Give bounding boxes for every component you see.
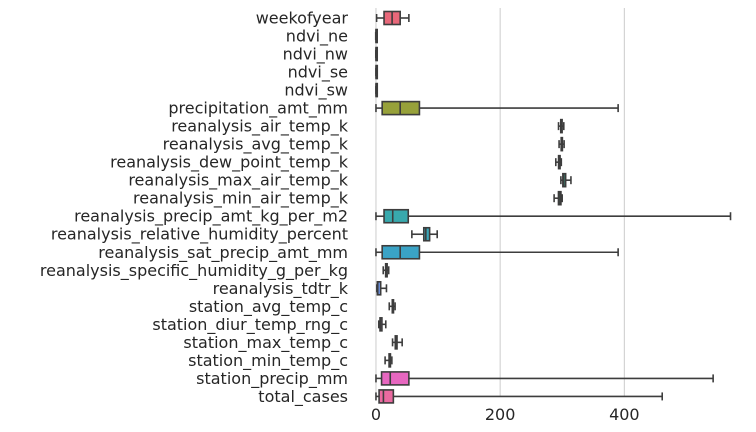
iqr-box <box>422 226 431 242</box>
box-reanalysis-min-air-temp-k <box>553 190 563 206</box>
box-station-avg-temp-c <box>388 299 396 314</box>
category-label: reanalysis_tdtr_k <box>213 279 349 299</box>
category-label: station_max_temp_c <box>183 333 348 353</box>
box-reanalysis-sat-precip-amt-mm <box>375 244 619 260</box>
box-precipitation-amt-mm <box>375 100 619 116</box>
box-ndvi-sw <box>375 82 379 98</box>
category-label: total_cases <box>258 387 348 407</box>
category-label: ndvi_ne <box>286 27 348 47</box>
box-layer <box>374 10 732 404</box>
category-label: weekofyear <box>256 9 349 28</box>
category-label: reanalysis_dew_point_temp_k <box>110 153 349 173</box>
category-label: ndvi_se <box>288 63 348 83</box>
x-tick-label: 0 <box>371 405 381 424</box>
iqr-box <box>378 389 395 404</box>
box-reanalysis-precip-amt-kg-per-m2 <box>375 208 732 224</box>
box-reanalysis-dew-point-temp-k <box>554 154 563 170</box>
box-station-min-temp-c <box>384 353 393 368</box>
category-label: station_avg_temp_c <box>189 297 348 317</box>
box-reanalysis-tdtr-k <box>376 280 388 296</box>
grid-layer <box>375 8 625 396</box>
category-label: ndvi_nw <box>283 45 348 65</box>
category-label: reanalysis_avg_temp_k <box>163 135 349 155</box>
box-reanalysis-relative-humidity-percent <box>411 226 438 242</box>
category-label: reanalysis_sat_precip_amt_mm <box>98 243 348 263</box>
x-tick-label: 400 <box>609 405 640 424</box>
box-ndvi-nw <box>374 46 379 62</box>
box-total-cases <box>375 389 664 404</box>
category-label: reanalysis_relative_humidity_percent <box>51 225 348 245</box>
category-label: reanalysis_min_air_temp_k <box>133 189 349 209</box>
category-label: reanalysis_specific_humidity_g_per_kg <box>40 261 348 281</box>
category-label: station_precip_mm <box>196 369 348 389</box>
box-reanalysis-specific-humidity-g-per-kg <box>382 262 390 278</box>
box-reanalysis-avg-temp-k <box>558 136 565 152</box>
x-tick-label: 200 <box>485 405 516 424</box>
category-label: reanalysis_air_temp_k <box>171 117 349 137</box>
box-weekofyear <box>375 10 410 26</box>
category-label: station_diur_temp_rng_c <box>152 315 348 335</box>
category-label: precipitation_amt_mm <box>168 99 348 119</box>
box-reanalysis-air-temp-k <box>557 118 565 134</box>
category-label: ndvi_sw <box>284 81 348 101</box>
x-tick-labels: 0 200 400 <box>371 405 640 424</box>
category-label: reanalysis_precip_amt_kg_per_m2 <box>74 207 348 227</box>
category-labels: weekofyearndvi_nendvi_nwndvi_sendvi_swpr… <box>40 9 349 407</box>
box-station-diur-temp-rng-c <box>377 317 387 332</box>
category-label: station_min_temp_c <box>188 351 348 371</box>
category-label: reanalysis_max_air_temp_k <box>128 171 348 191</box>
box-ndvi-ne <box>374 28 378 44</box>
box-station-max-temp-c <box>391 335 403 350</box>
iqr-box <box>380 371 410 386</box>
box-reanalysis-max-air-temp-k <box>560 172 572 188</box>
box-station-precip-mm <box>375 371 714 386</box>
box-ndvi-se <box>375 64 379 80</box>
iqr-box <box>383 208 410 224</box>
